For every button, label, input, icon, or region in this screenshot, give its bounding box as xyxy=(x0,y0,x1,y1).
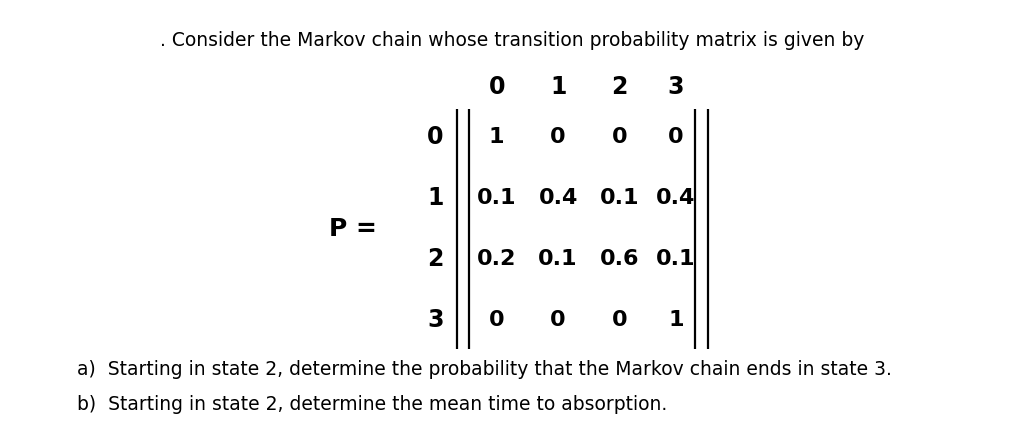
Text: 0: 0 xyxy=(550,310,566,330)
Text: 0.1: 0.1 xyxy=(656,249,695,269)
Text: 1: 1 xyxy=(668,310,684,330)
Text: 0: 0 xyxy=(550,127,566,147)
Text: 0: 0 xyxy=(611,310,628,330)
Text: 0: 0 xyxy=(488,75,505,99)
Text: 0.1: 0.1 xyxy=(477,188,516,208)
Text: 1: 1 xyxy=(550,75,566,99)
Text: 0: 0 xyxy=(427,125,443,150)
Text: 2: 2 xyxy=(427,247,443,272)
Text: 0.4: 0.4 xyxy=(539,188,578,208)
Text: 0.1: 0.1 xyxy=(600,188,639,208)
Text: 0.2: 0.2 xyxy=(477,249,516,269)
Text: 3: 3 xyxy=(668,75,684,99)
Text: 0: 0 xyxy=(488,310,505,330)
Text: a)  Starting in state 2, determine the probability that the Markov chain ends in: a) Starting in state 2, determine the pr… xyxy=(77,360,892,379)
Text: 1: 1 xyxy=(488,127,505,147)
Text: P =: P = xyxy=(330,217,377,241)
Text: 0.4: 0.4 xyxy=(656,188,695,208)
Text: 0: 0 xyxy=(668,127,684,147)
Text: 0.6: 0.6 xyxy=(600,249,639,269)
Text: 2: 2 xyxy=(611,75,628,99)
Text: 0: 0 xyxy=(611,127,628,147)
Text: 3: 3 xyxy=(427,308,443,333)
Text: . Consider the Markov chain whose transition probability matrix is given by: . Consider the Markov chain whose transi… xyxy=(160,31,864,50)
Text: 1: 1 xyxy=(427,186,443,211)
Text: 0.1: 0.1 xyxy=(539,249,578,269)
Text: b)  Starting in state 2, determine the mean time to absorption.: b) Starting in state 2, determine the me… xyxy=(77,395,667,414)
